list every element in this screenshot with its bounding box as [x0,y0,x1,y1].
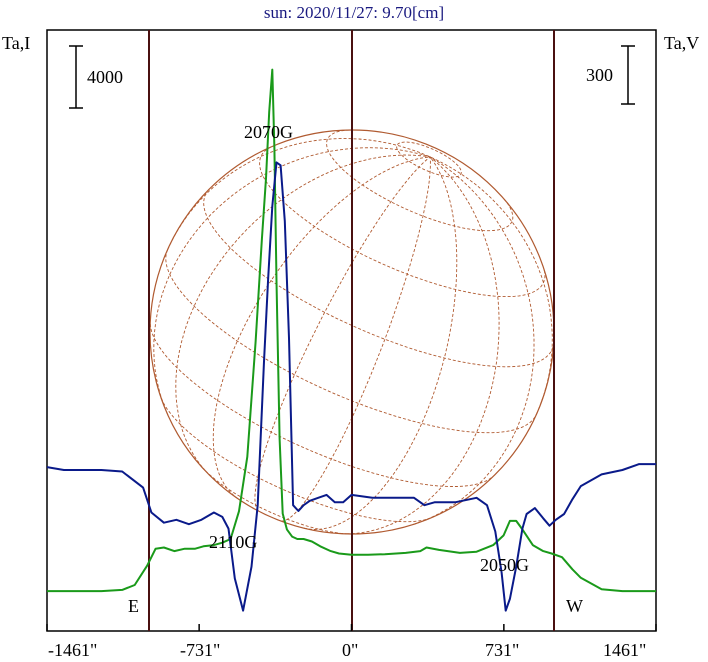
x-tick-label-2: 0" [342,640,359,660]
parallel [201,467,352,535]
parallel [149,323,493,487]
right-scale-value: 300 [586,65,613,85]
meridian [412,156,535,526]
parallel [160,398,431,523]
x-tick-label-3: 731" [485,640,520,660]
left-scale-value: 4000 [87,67,123,87]
x-tick-label-4: 1461" [603,640,647,660]
west-label: W [566,596,583,616]
x-tick-label-0: -1461" [48,640,98,660]
series-lines [46,68,656,612]
meridian [175,154,431,471]
meridian [346,156,500,535]
scale-bar-left [69,45,83,109]
x-tick-label-1: -731" [180,640,221,660]
parallel [396,141,462,178]
left-axis-label: Ta,I [2,33,31,53]
scale-bar-right [621,45,635,105]
parallel [326,129,514,232]
meridian [153,147,431,416]
meridian [167,138,431,250]
parallel [203,189,555,368]
annotation-2050G: 2050G [480,555,529,575]
right-axis-label: Ta,V [664,33,700,53]
meridian [430,156,553,415]
meridian [254,156,431,512]
parallel [165,249,537,434]
annotation-2110G: 2110G [209,532,258,552]
meridian [212,156,431,500]
x-ticks [46,624,657,631]
parallel [259,146,546,298]
polarization-line [46,161,656,612]
meridian [303,156,458,530]
east-label: E [128,596,139,616]
annotation-2070G: 2070G [244,122,293,142]
solar-disk-grid [149,129,555,535]
meridian [281,156,431,522]
intensity-line [47,68,656,593]
chart-title: sun: 2020/11/27: 9.70[cm] [263,3,445,22]
